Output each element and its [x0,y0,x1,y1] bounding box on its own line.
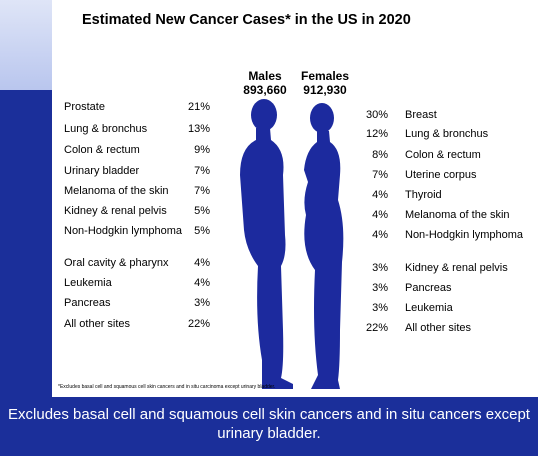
male-total: 893,660 [243,83,287,97]
female-percent: 12% [365,128,388,140]
female-percent: 3% [372,262,388,274]
female-head [310,103,334,133]
corner-accent [0,0,52,90]
female-percent: 30% [365,109,388,121]
male-site: Non-Hodgkin lymphoma [64,225,182,237]
male-heading: Males [248,69,282,83]
female-percent: 7% [372,169,388,181]
female-site: Colon & rectum [405,149,481,161]
female-percent: 3% [372,282,388,294]
title: Estimated New Cancer Cases* in the US in… [82,12,411,28]
female-site: Lung & bronchus [405,128,489,140]
female-heading: Females [300,69,350,83]
male-percent: 4% [194,277,210,289]
female-site: Leukemia [405,302,453,314]
female-site: Thyroid [405,189,442,201]
male-body [240,128,293,389]
male-percent: 9% [194,144,210,156]
male-percent: 21% [187,101,210,113]
caption: Excludes basal cell and squamous cell sk… [8,406,530,442]
male-site: Kidney & renal pelvis [64,205,167,217]
male-percent: 7% [194,165,210,177]
female-body [304,131,344,389]
male-percent: 4% [194,257,210,269]
male-site: Urinary bladder [64,165,140,177]
content-panel [52,0,538,397]
female-site: All other sites [405,322,472,334]
male-site: Pancreas [64,297,111,309]
female-site: Pancreas [405,282,452,294]
female-site: Breast [405,109,437,121]
male-percent: 22% [187,318,210,330]
male-site: Prostate [64,101,105,113]
male-percent: 5% [194,225,210,237]
female-site: Melanoma of the skin [405,209,510,221]
male-percent: 7% [194,185,210,197]
female-percent: 22% [365,322,388,334]
male-percent: 5% [194,205,210,217]
female-site: Uterine corpus [405,169,477,181]
female-site: Non-Hodgkin lymphoma [405,229,523,241]
female-percent: 4% [372,209,388,221]
male-head [251,99,277,131]
male-percent: 3% [194,297,210,309]
female-percent: 8% [372,149,388,161]
male-site: Leukemia [64,277,112,289]
male-site: All other sites [64,318,131,330]
female-percent: 3% [372,302,388,314]
male-site: Melanoma of the skin [64,185,169,197]
female-site: Kidney & renal pelvis [405,262,508,274]
male-site: Colon & rectum [64,144,140,156]
male-site: Oral cavity & pharynx [64,257,169,269]
male-percent: 13% [187,123,210,135]
female-percent: 4% [372,189,388,201]
footnote: *Excludes basal cell and squamous cell s… [58,384,276,390]
female-total: 912,930 [303,83,347,97]
female-percent: 4% [372,229,388,241]
male-site: Lung & bronchus [64,123,148,135]
